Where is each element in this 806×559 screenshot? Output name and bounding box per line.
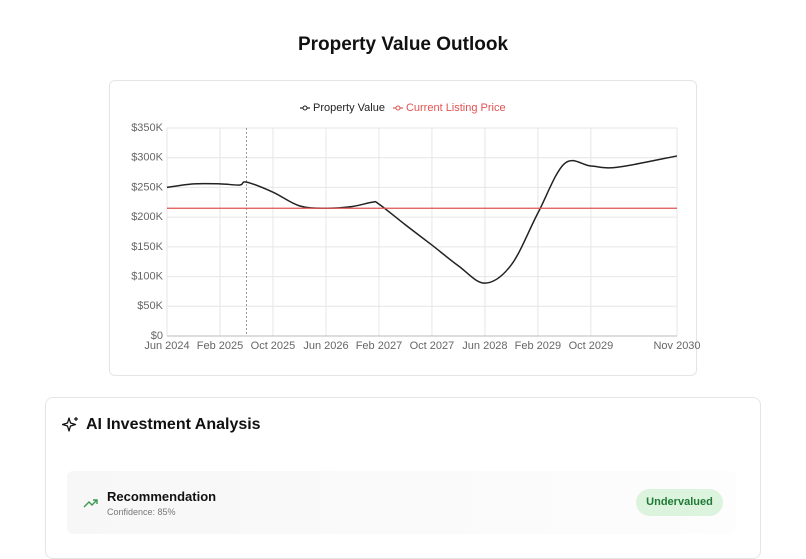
x-tick-label: Oct 2027 (410, 340, 455, 352)
legend-swatch (395, 105, 401, 111)
x-tick-label: Feb 2025 (197, 340, 243, 352)
legend-label: Property Value (313, 102, 385, 114)
x-tick-label: Feb 2029 (515, 340, 561, 352)
page: Property Value Outlook $0 $50K $100K $150K $… (45, 34, 761, 559)
y-tick-label: $50K (137, 300, 163, 312)
y-tick-label: $0 (151, 330, 163, 342)
y-tick-label: $300K (131, 152, 163, 164)
chart: $0 $50K $100K $150K $200K $250K $300K $350K Jun … (131, 102, 700, 352)
x-tick-label: Feb 2027 (356, 340, 402, 352)
legend-label: Current Listing Price (406, 102, 506, 114)
recommendation-label: Recommendation (107, 489, 217, 504)
x-tick-label: Jun 2024 (144, 340, 189, 352)
recommendation-row: Recommendation Confidence: 85% Undervalu… (67, 471, 736, 534)
trend-icon (83, 499, 98, 508)
sparkle-icon (62, 417, 78, 432)
x-tick-label: Oct 2029 (569, 340, 614, 352)
y-tick-label: $250K (131, 181, 163, 193)
confidence: Confidence: 85% (107, 507, 176, 517)
y-tick-label: $150K (131, 241, 163, 253)
x-tick-label: Jun 2028 (462, 340, 507, 352)
y-tick-label: $100K (131, 270, 163, 282)
legend-swatch (302, 105, 308, 111)
chart-card (109, 80, 697, 376)
badge[interactable]: Undervalued (636, 489, 723, 516)
page-title: Property Value Outlook (297, 34, 509, 55)
x-tick-label: Jun 2026 (303, 340, 348, 352)
y-tick-label: $350K (131, 122, 163, 134)
series-line (166, 155, 678, 284)
y-tick-label: $200K (131, 211, 163, 223)
analysis-card: AI Investment Analysis Recommendation Co… (45, 397, 761, 559)
x-tick-label: Nov 2030 (653, 340, 700, 352)
card-title: AI Investment Analysis (86, 416, 261, 433)
x-tick-label: Oct 2025 (251, 340, 296, 352)
